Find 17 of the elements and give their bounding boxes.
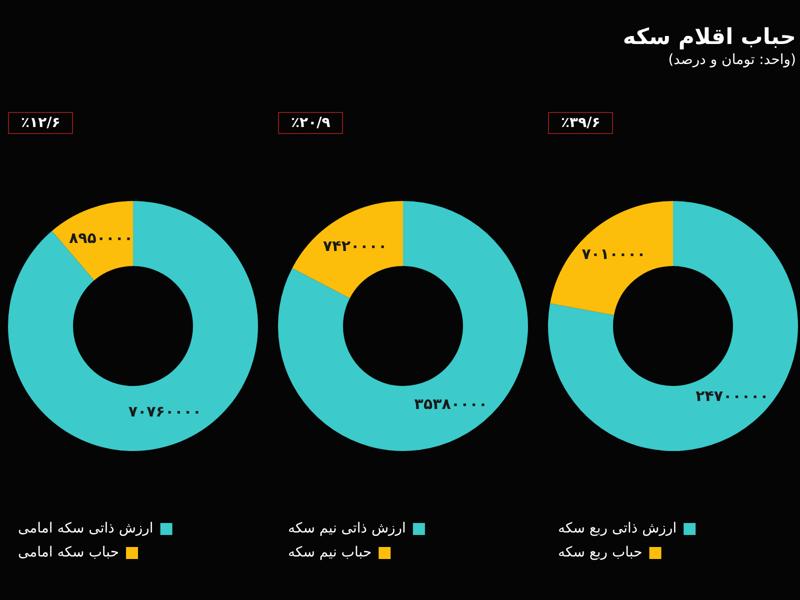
legend-label: حباب سکه امامی bbox=[18, 544, 120, 561]
text: ٪۲۰/۹ bbox=[278, 112, 344, 134]
legend-label: ارزش ذاتی ربع سکه bbox=[558, 520, 677, 537]
chart-subtitle: (واحد: تومان و درصد) bbox=[667, 52, 796, 68]
data-label: ۸۹۵۰۰۰۰ bbox=[68, 229, 134, 248]
chart-title: حباب اقلام سکه bbox=[622, 25, 796, 50]
legend-label: حباب نیم سکه bbox=[288, 544, 372, 561]
text: ٪۱۲/۶ bbox=[8, 112, 74, 134]
data-label: ۳۵۳۸۰۰۰۰ bbox=[414, 395, 488, 414]
data-label: ۷۴۲۰۰۰۰ bbox=[323, 236, 388, 255]
data-label: ۲۴۷۰۰۰۰۰ bbox=[696, 386, 769, 405]
legend-label: حباب ربع سکه bbox=[558, 544, 642, 561]
text: ٪۳۹/۶ bbox=[548, 112, 614, 134]
data-label: ۷۰۱۰۰۰۰ bbox=[582, 244, 646, 263]
legend-label: ارزش ذاتی سکه امامی bbox=[18, 520, 154, 537]
legend-label: ارزش ذاتی نیم سکه bbox=[288, 520, 406, 537]
data-label: ۷۰۷۶۰۰۰۰ bbox=[128, 402, 202, 421]
